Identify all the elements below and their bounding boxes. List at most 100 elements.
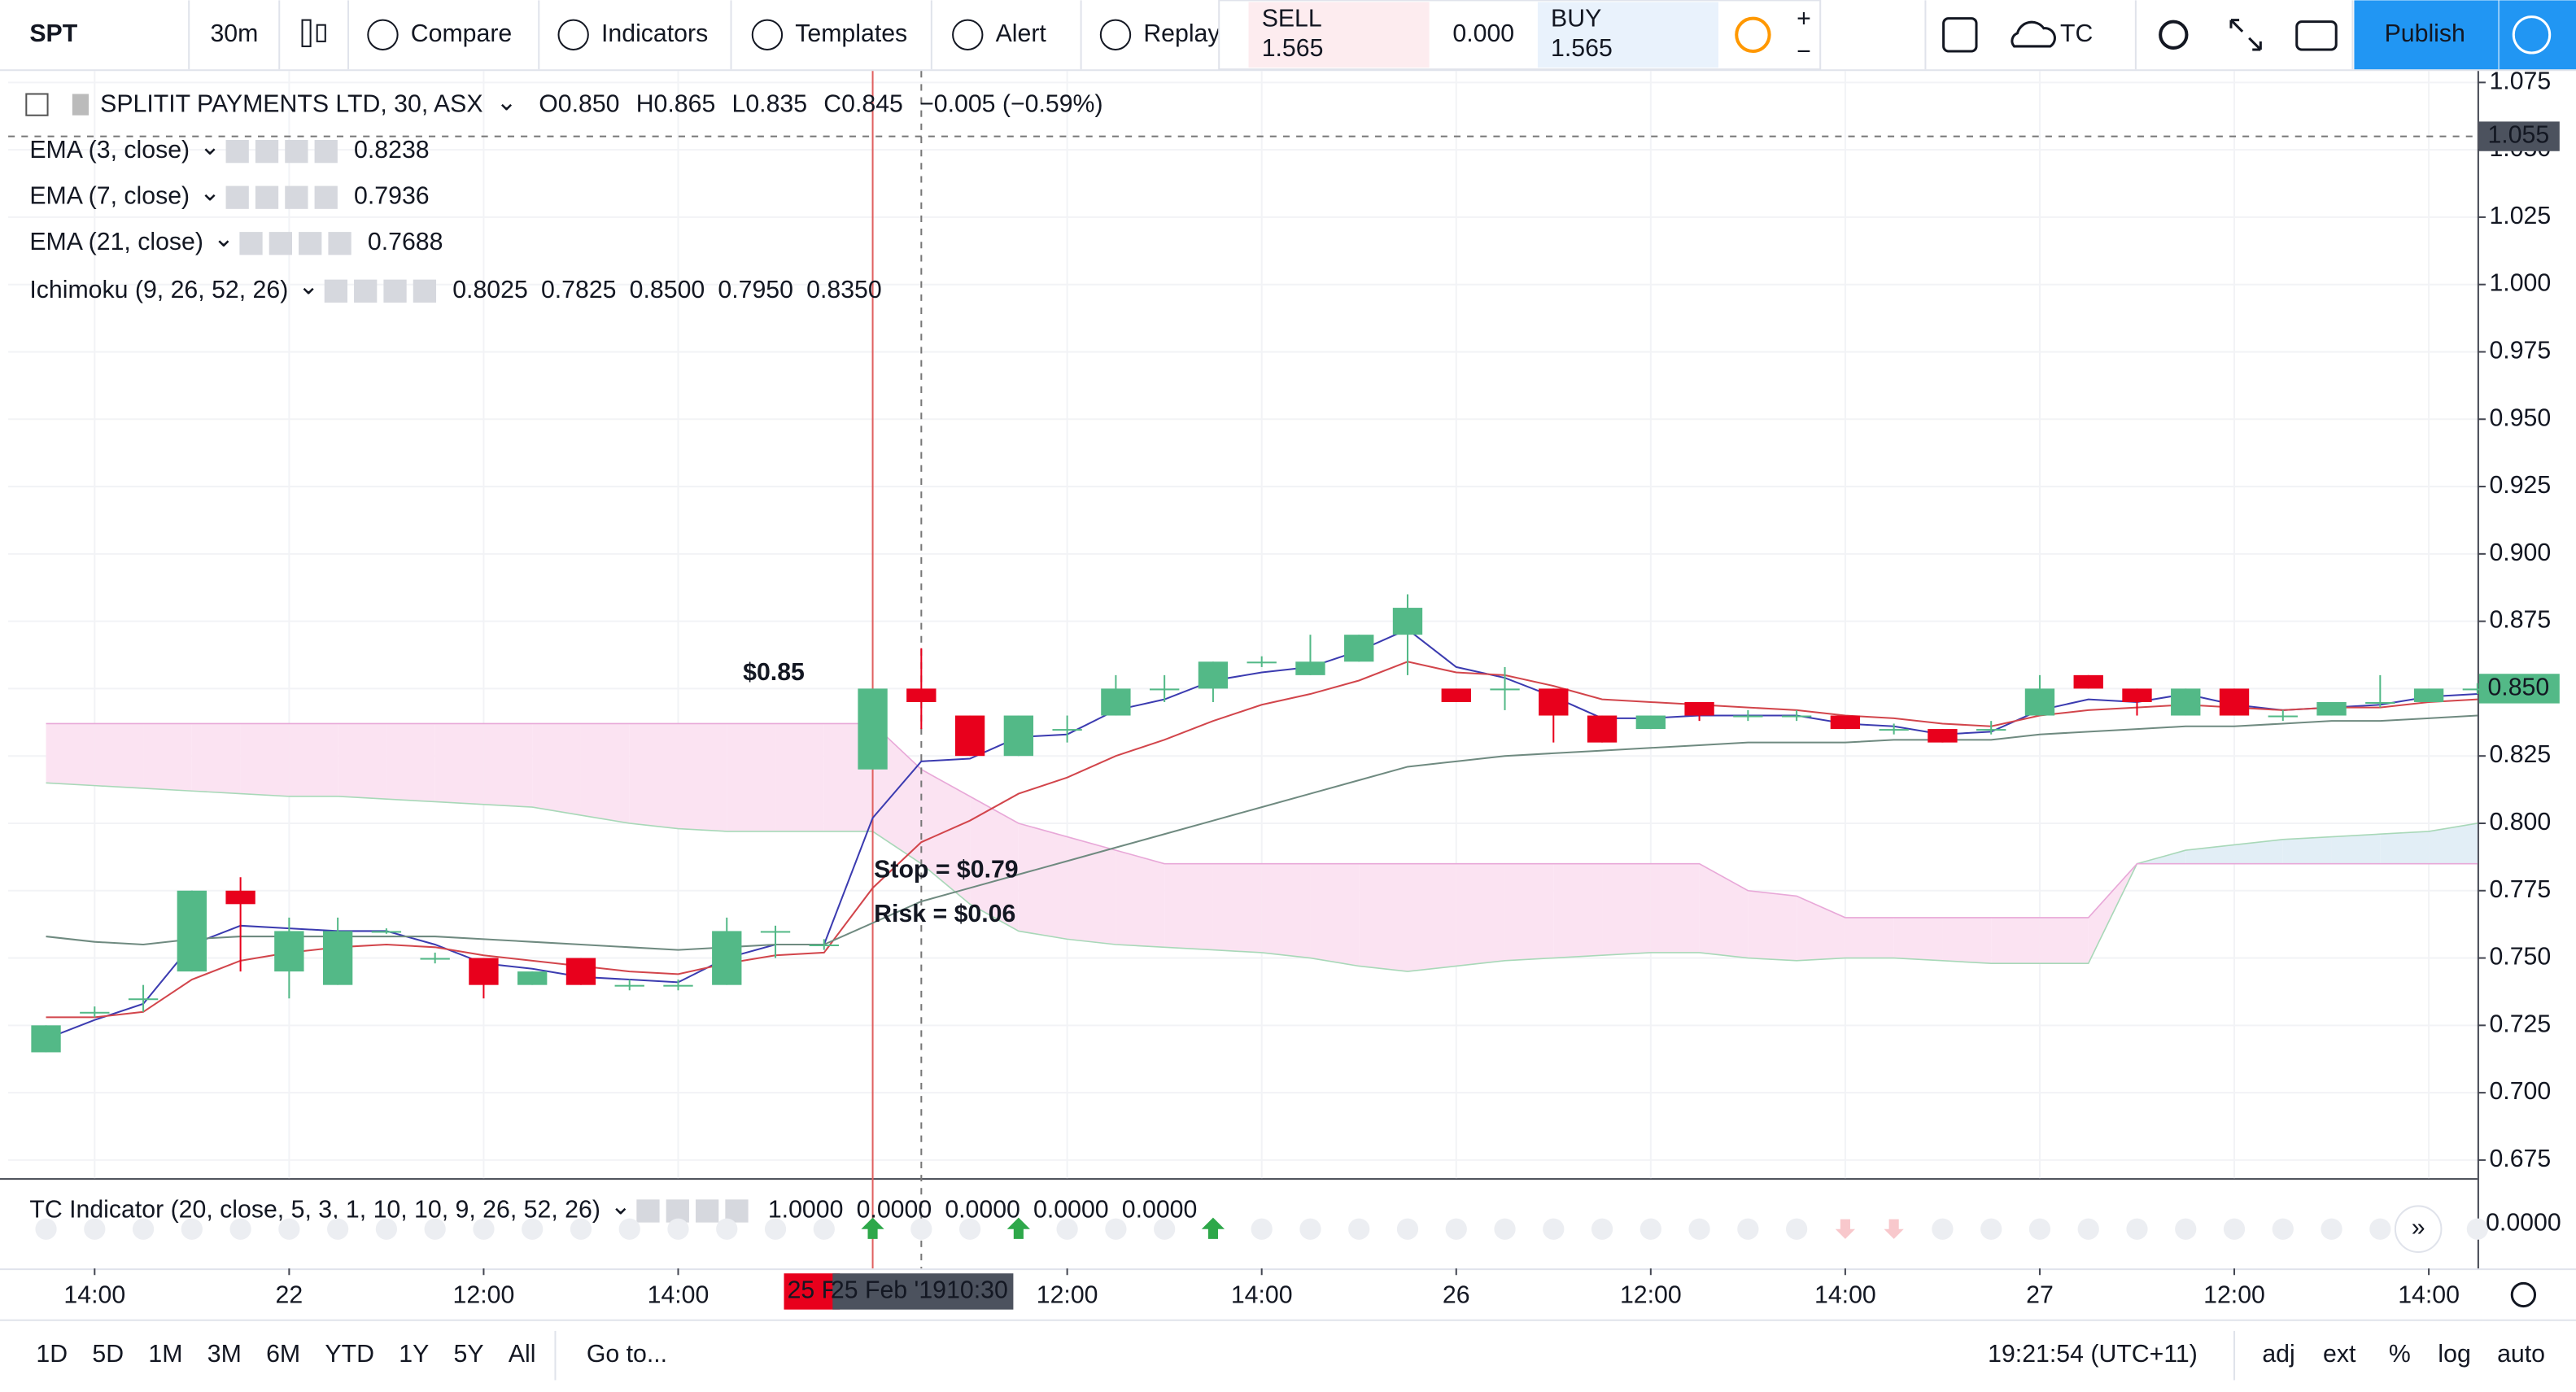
- candle-body: [1928, 729, 1958, 743]
- scroll-icon[interactable]: »: [2412, 1215, 2425, 1241]
- fullscreen-icon[interactable]: [2229, 19, 2262, 51]
- camera-icon[interactable]: [2295, 20, 2338, 51]
- toolbar-button[interactable]: Indicators: [601, 20, 708, 47]
- indicator-tool[interactable]: [354, 279, 378, 303]
- range-button[interactable]: 6M: [266, 1341, 300, 1368]
- button-icon[interactable]: [952, 19, 984, 50]
- scroll-button[interactable]: [2394, 1205, 2443, 1253]
- indicator-tool[interactable]: [285, 185, 308, 209]
- range-button[interactable]: 5D: [92, 1341, 124, 1368]
- buy-label[interactable]: BUY: [1551, 6, 1601, 33]
- collapse-icon[interactable]: [25, 93, 49, 116]
- caret[interactable]: ⌄: [199, 133, 220, 160]
- range-button[interactable]: 1Y: [399, 1341, 429, 1368]
- signal-dot: [813, 1218, 835, 1240]
- button-icon[interactable]: [1099, 19, 1132, 50]
- range-button[interactable]: 5Y: [454, 1341, 484, 1368]
- publish-button[interactable]: [2354, 0, 2576, 70]
- candle-body: [80, 1011, 110, 1014]
- ohlc-value: 0.845: [841, 91, 903, 118]
- indicator-tool[interactable]: [314, 185, 338, 209]
- sell-label[interactable]: SELL: [1262, 6, 1322, 33]
- caret[interactable]: ⌄: [199, 180, 220, 207]
- play-icon[interactable]: [2512, 15, 2552, 55]
- signal-dot: [181, 1218, 203, 1240]
- toolbar-button[interactable]: Replay: [1143, 20, 1220, 47]
- caret[interactable]: ⌄: [213, 225, 234, 252]
- indicator-tool[interactable]: [225, 140, 249, 164]
- range-button[interactable]: All: [509, 1341, 536, 1368]
- annotation: $0.85: [743, 659, 805, 686]
- indicator-value: 0.7825: [541, 277, 617, 303]
- scale-option[interactable]: adj: [2262, 1341, 2294, 1368]
- indicator-tool[interactable]: [255, 185, 279, 209]
- plus[interactable]: +: [1797, 6, 1811, 33]
- indicator-name[interactable]: EMA (21, close): [29, 229, 203, 255]
- scale-option[interactable]: auto: [2497, 1341, 2545, 1368]
- toolbar-button[interactable]: Alert: [996, 20, 1047, 47]
- minus[interactable]: −: [1797, 38, 1811, 65]
- crosshair-price-box: [2478, 121, 2560, 151]
- sell-box[interactable]: [1248, 2, 1430, 68]
- scale-option[interactable]: ext: [2323, 1341, 2356, 1368]
- cloud-segment: [1456, 863, 1505, 967]
- toolbar-button[interactable]: Compare: [411, 20, 512, 47]
- cloud-segment: [191, 723, 241, 794]
- scale-option[interactable]: log: [2438, 1341, 2470, 1368]
- indicator-tool[interactable]: [269, 232, 293, 255]
- range-button[interactable]: 3M: [207, 1341, 242, 1368]
- publish-label[interactable]: Publish: [2385, 20, 2465, 47]
- signal-dot: [2175, 1218, 2197, 1240]
- goto-button[interactable]: Go to...: [587, 1341, 667, 1368]
- indicator-tool[interactable]: [328, 232, 351, 255]
- indicator-tool[interactable]: [255, 140, 279, 164]
- indicator-tool[interactable]: [696, 1199, 719, 1223]
- indicator-name[interactable]: TC Indicator (20, close, 5, 3, 1, 10, 10…: [29, 1196, 600, 1223]
- buy-box[interactable]: [1537, 2, 1719, 68]
- button-icon[interactable]: [367, 19, 399, 50]
- indicator-name[interactable]: EMA (7, close): [29, 183, 190, 210]
- indicator-tool[interactable]: [239, 232, 263, 255]
- indicator-tool[interactable]: [225, 185, 249, 209]
- indicator-tool[interactable]: [299, 232, 322, 255]
- rect-icon[interactable]: [1942, 17, 1978, 53]
- indicator-tool[interactable]: [285, 140, 308, 164]
- button-icon[interactable]: [751, 19, 784, 50]
- candle-body: [2413, 688, 2444, 702]
- indicator-name[interactable]: Ichimoku (9, 26, 52, 26): [29, 277, 288, 303]
- symbol[interactable]: SPT: [29, 20, 77, 47]
- cloud-icon[interactable]: [2011, 20, 2056, 48]
- caret[interactable]: ⌄: [496, 89, 517, 116]
- indicator-name[interactable]: EMA (3, close): [29, 137, 190, 164]
- caret[interactable]: ⌄: [298, 273, 318, 300]
- caret[interactable]: ⌄: [610, 1193, 631, 1220]
- indicator-tool[interactable]: [324, 279, 347, 303]
- interval[interactable]: 30m: [210, 20, 258, 47]
- sell-price[interactable]: 1.565: [1262, 35, 1324, 62]
- indicator-value: 0.7950: [718, 277, 793, 303]
- buy-price[interactable]: 1.565: [1551, 35, 1613, 62]
- indicator-tool[interactable]: [413, 279, 437, 303]
- cloud-segment: [1553, 863, 1603, 958]
- range-button[interactable]: 1M: [148, 1341, 182, 1368]
- scale-option[interactable]: %: [2389, 1341, 2411, 1368]
- indicator-tool[interactable]: [636, 1199, 660, 1223]
- toolbar-button[interactable]: Templates: [795, 20, 907, 47]
- cloud-segment: [94, 723, 144, 788]
- settings-icon[interactable]: [2159, 20, 2189, 50]
- bars-icon[interactable]: [301, 19, 312, 47]
- layout-name[interactable]: TC: [2060, 20, 2093, 47]
- axis-settings[interactable]: [2510, 1281, 2537, 1308]
- range-button[interactable]: 1D: [36, 1341, 68, 1368]
- indicator-tool[interactable]: [383, 279, 407, 303]
- bars-icon[interactable]: [316, 24, 326, 42]
- indicator-tool[interactable]: [314, 140, 338, 164]
- clock[interactable]: 19:21:54 (UTC+11): [1988, 1341, 2198, 1368]
- y-tick-label: 0.950: [2489, 404, 2551, 431]
- candle-body: [1976, 729, 2006, 731]
- button-icon[interactable]: [557, 19, 589, 50]
- range-button[interactable]: YTD: [325, 1341, 374, 1368]
- x-tick-label: 14:00: [648, 1281, 709, 1308]
- ohlc-label: C: [823, 91, 841, 118]
- info-icon[interactable]: [1735, 16, 1771, 54]
